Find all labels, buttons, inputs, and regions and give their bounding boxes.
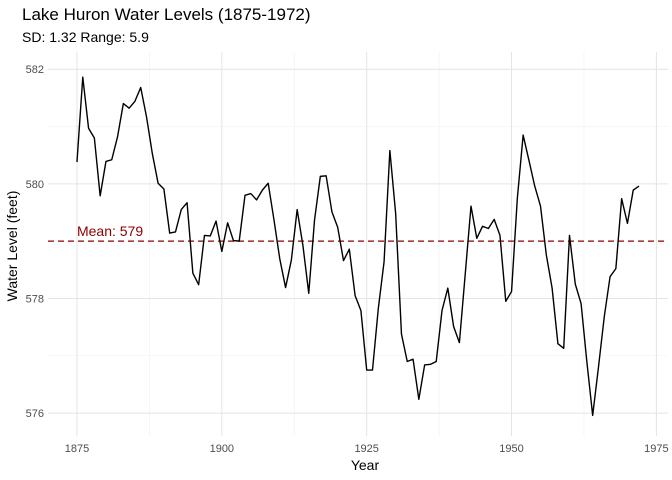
x-tick-label: 1875: [65, 443, 89, 455]
y-axis-title: Water Level (feet): [4, 191, 20, 302]
chart-subtitle: SD: 1.32 Range: 5.9: [22, 29, 149, 45]
x-tick-label: 1950: [499, 443, 523, 455]
y-tick-label: 576: [26, 408, 44, 420]
tick-labels: 1875 1900 1925 1950 1975 576 578 580 582: [26, 64, 669, 455]
y-tick-label: 578: [26, 293, 44, 305]
x-tick-label: 1975: [644, 443, 668, 455]
y-tick-label: 580: [26, 179, 44, 191]
series-line: [76, 76, 640, 417]
x-tick-label: 1925: [354, 443, 378, 455]
chart-title: Lake Huron Water Levels (1875-1972): [22, 5, 311, 24]
grid: [48, 52, 668, 436]
mean-label: Mean: 579: [77, 223, 143, 239]
series-layer: [76, 76, 640, 417]
y-tick-label: 582: [26, 64, 44, 76]
x-tick-label: 1900: [210, 443, 234, 455]
mean-reference: Mean: 579: [48, 223, 668, 242]
x-axis-title: Year: [351, 457, 380, 473]
